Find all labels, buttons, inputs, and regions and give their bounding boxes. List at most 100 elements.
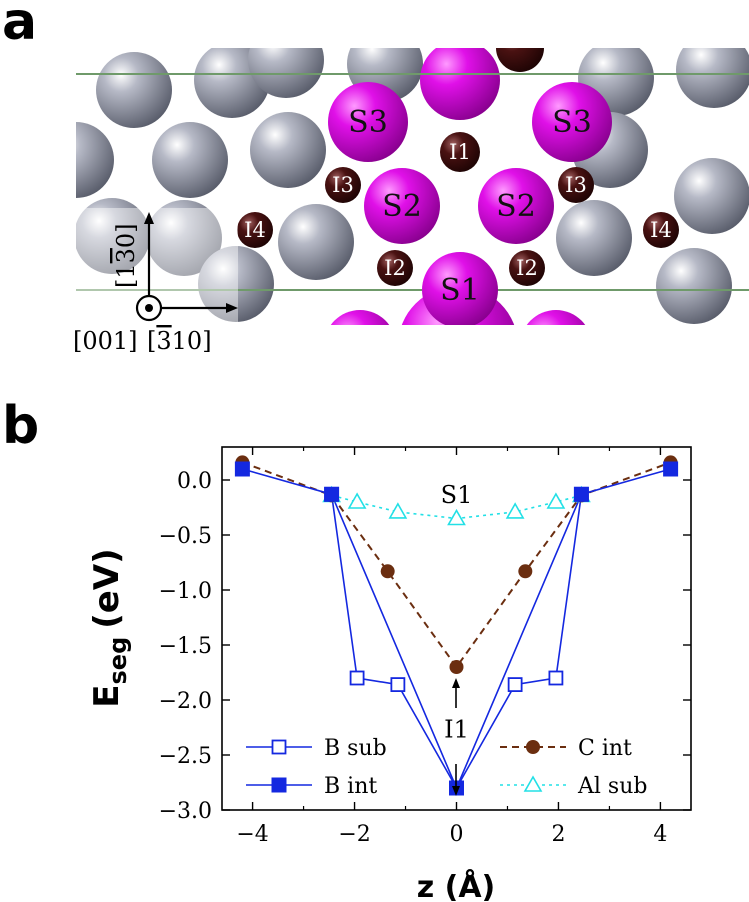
host-atom [198,246,274,322]
panel-a-label: a [2,0,38,52]
c-int-marker [380,564,395,579]
interstitial-site-atom [377,250,413,286]
al-sub-marker [546,492,566,509]
b-sub-marker [507,677,523,692]
axis-ticks [222,447,691,811]
b-sub-line [455,494,583,789]
y-tick-label: −0.5 [159,524,212,549]
y-tick-labels: 0.0 −0.5 −1.0 −1.5 −2.0 −2.5 −3.0 [159,469,212,824]
annotation-arrowhead-down [452,786,460,796]
interstitial-atom-edge [496,48,544,72]
site-atoms: S3 S3 S2 S2 S1 I1 I3 I3 I4 I4 I2 I2 [237,82,679,325]
substitutional-atom-edge [330,310,390,325]
b-sub-marker [271,739,287,755]
al-sub-marker [523,775,543,792]
b-sub-line [330,494,458,789]
legend-label: Al sub [577,774,647,799]
y-axis-label: Eseg (eV) [87,548,132,707]
legend: B sub B int C int Al sub [246,736,647,799]
axis-label-vertical: [130] [112,223,140,288]
c-int-marker [518,564,533,579]
substitutional-site-atom [364,168,440,244]
b-sub-marker [390,677,406,692]
x-tick-labels: −4 −2 0 2 4 [236,822,667,847]
annotations: S1 I1 [441,481,473,796]
site-label: I2 [384,256,406,280]
y-axis-label-main: E [87,684,127,707]
substitutional-atom-top [420,48,500,120]
substitutional-site-atom [422,252,498,325]
y-tick-label: −1.5 [159,634,212,659]
atomic-structure: S3 S3 S2 S2 S1 I1 I3 I3 I4 I4 I2 I2 [76,48,749,325]
c-int-marker [449,660,464,674]
interstitial-site-atom [558,167,594,203]
legend-label: B sub [324,736,387,761]
substitutional-site-atom [478,168,554,244]
annotation-label: I1 [444,716,469,744]
panel-b-label: b [2,396,40,456]
site-label: I2 [516,256,538,280]
host-atom [76,198,150,274]
series-markers [234,455,679,796]
x-tick-label: −2 [338,822,370,847]
b-sub-marker [548,670,564,686]
x-tick-label: −4 [236,822,268,847]
site-label: I3 [332,173,354,197]
host-atom [250,112,326,188]
axis-label-vertical-part2: 3 [112,248,140,263]
axis-label-horizontal-part2: 3 [156,327,171,355]
x-tick-label: 0 [450,822,464,847]
interstitial-site-atom [509,250,545,286]
annotation-arrowhead-up [452,678,460,688]
b-int-marker [573,486,589,502]
b-int-marker [663,461,679,477]
site-label: S3 [552,105,592,140]
axis-arrowhead-horizontal [226,303,238,313]
x-tick-label: 4 [653,822,667,847]
y-axis-label-sub: seg [104,637,132,685]
site-label: I1 [449,140,471,164]
c-int-marker [526,740,540,754]
axis-label-vertical-part1: [1 [112,263,140,288]
site-label: S2 [496,189,536,224]
host-atom [146,200,222,276]
site-label: S3 [348,105,388,140]
substitutional-site-atom [532,82,612,162]
host-atom [656,248,732,324]
annotation-label: S1 [441,481,473,509]
legend-label: C int [578,736,632,761]
host-atom [96,52,172,128]
site-label: S1 [440,273,480,308]
axis-label-horizontal: [310] [147,327,212,355]
al-sub-marker [347,492,367,509]
y-axis-label-unit: (eV) [87,548,127,628]
interstitial-site-atom [325,167,361,203]
plot-frame [221,446,692,811]
site-label: I4 [244,218,266,242]
host-atom [674,158,749,234]
host-atom [556,200,632,276]
b-sub-marker [349,670,365,686]
segregation-energy-chart: −4 −2 0 2 4 0.0 −0.5 −1.0 −1.5 −2.0 −2.5 −3.0 S1 I1… [87,446,692,902]
axis-label-horizontal-part1: [ [147,327,156,355]
axis-arrowhead-vertical [144,212,154,224]
site-label: I3 [565,173,587,197]
host-atom [76,122,114,198]
site-label: S2 [382,189,422,224]
y-tick-label: −1.0 [159,579,212,604]
host-atom [248,48,324,98]
site-label: I4 [650,218,672,242]
al-sub-marker [447,508,466,526]
host-atom [676,48,749,108]
al-sub-marker [505,502,525,519]
b-int-marker [324,486,340,502]
b-int-marker [234,461,250,477]
y-tick-label: −2.0 [159,689,212,714]
interstitial-site-atom [643,212,679,248]
interstitial-site-atom [440,132,480,172]
y-tick-label: 0.0 [177,469,212,494]
axis-label-out-of-plane: [001] [73,327,138,355]
y-tick-label: −3.0 [159,799,212,824]
substitutional-site-atom [328,82,408,162]
